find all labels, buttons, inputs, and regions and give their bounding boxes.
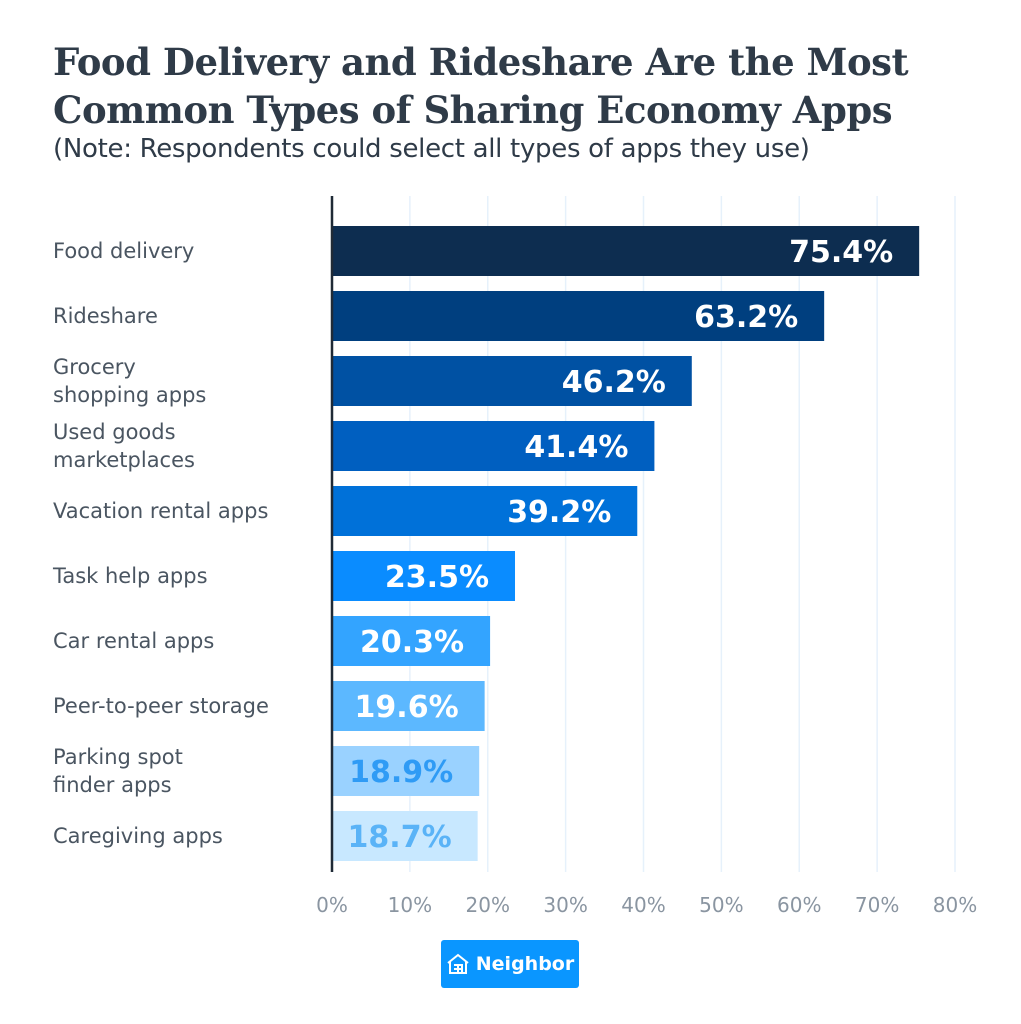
data-label: 75.4% (789, 235, 893, 270)
category-label: Food delivery (53, 239, 194, 263)
chart-subtitle: (Note: Respondents could select all type… (53, 134, 810, 164)
bar (332, 551, 516, 601)
data-label: 18.9% (349, 755, 453, 790)
category-label: Rideshare (53, 304, 158, 328)
data-label: 19.6% (355, 690, 459, 725)
category-label: Task help apps (52, 564, 208, 588)
category-label: Caregiving apps (53, 824, 223, 848)
bar (332, 746, 480, 796)
data-label: 18.7% (348, 820, 452, 855)
category-label: Vacation rental apps (53, 499, 268, 523)
title-line-1: Food Delivery and Rideshare Are the Most (53, 40, 909, 84)
bar (332, 486, 638, 536)
x-tick-label: 80% (933, 893, 977, 917)
category-label: Used goods (53, 420, 176, 444)
bar (332, 226, 920, 276)
category-label: Grocery (53, 355, 136, 379)
data-label: 63.2% (694, 300, 798, 335)
x-tick-label: 10% (388, 893, 432, 917)
x-tick-label: 70% (855, 893, 899, 917)
bar (332, 616, 491, 666)
bar (332, 291, 825, 341)
category-label: Peer-to-peer storage (53, 694, 269, 718)
data-label: 41.4% (524, 430, 628, 465)
data-label: 23.5% (385, 560, 489, 595)
data-label: 20.3% (360, 625, 464, 660)
x-tick-label: 60% (777, 893, 821, 917)
category-label: finder apps (53, 773, 172, 797)
bar (332, 356, 692, 406)
title-line-2: Common Types of Sharing Economy Apps (53, 88, 893, 132)
neighbor-logo: Neighbor (441, 940, 579, 988)
x-tick-label: 20% (466, 893, 510, 917)
x-tick-label: 0% (316, 893, 348, 917)
category-label: Car rental apps (53, 629, 214, 653)
category-label: Parking spot (53, 745, 183, 769)
bar (332, 681, 485, 731)
category-label: marketplaces (53, 448, 195, 472)
x-tick-label: 50% (699, 893, 743, 917)
x-tick-label: 30% (543, 893, 587, 917)
x-tick-label: 40% (621, 893, 665, 917)
bar (332, 421, 655, 471)
chart-title: Food Delivery and Rideshare Are the Most… (53, 38, 1013, 134)
brand-name: Neighbor (475, 953, 575, 975)
data-label: 39.2% (507, 495, 611, 530)
house-icon (447, 953, 469, 974)
data-label: 46.2% (562, 365, 666, 400)
bar (332, 811, 478, 861)
category-label: shopping apps (53, 383, 206, 407)
